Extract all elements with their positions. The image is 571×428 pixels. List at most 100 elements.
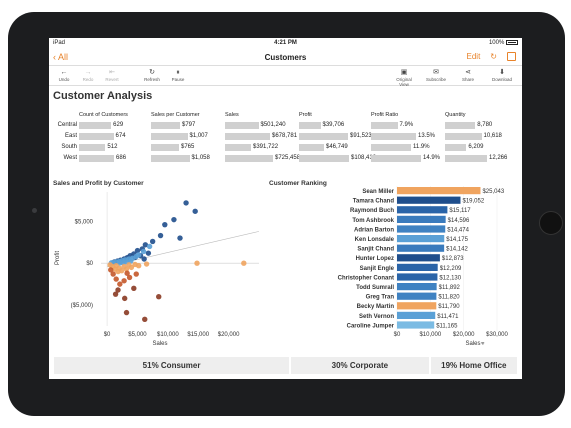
toolbar-label: Original View xyxy=(396,77,412,87)
kpi-cell[interactable]: $391,722 xyxy=(225,144,297,151)
scatter-point[interactable] xyxy=(133,271,139,277)
ranking-bar[interactable] xyxy=(397,206,448,214)
scatter-point[interactable] xyxy=(156,293,162,300)
toolbar-redo-button[interactable]: → Redo xyxy=(75,68,101,82)
toolbar-pause-button[interactable]: ⏸ Pause xyxy=(165,68,191,82)
ranking-bar[interactable] xyxy=(397,244,445,252)
home-button[interactable] xyxy=(539,211,563,235)
kpi-cell[interactable]: 10,618 xyxy=(445,133,517,140)
kpi-cell[interactable]: $39,706 xyxy=(299,122,371,129)
toolbar-original-view-button[interactable]: ▣ Original View xyxy=(391,68,417,87)
ranking-bar[interactable] xyxy=(397,187,481,195)
scatter-point[interactable] xyxy=(121,278,127,284)
kpi-cell[interactable]: 7.9% xyxy=(371,122,443,129)
scatter-point[interactable] xyxy=(108,267,114,273)
scatter-point[interactable] xyxy=(171,216,177,223)
toolbar-revert-button[interactable]: ⇤ Revert xyxy=(99,68,125,82)
back-button[interactable]: ‹ All xyxy=(53,52,68,62)
ranking-bar[interactable] xyxy=(397,263,438,271)
toolbar-download-button[interactable]: ⬇ Download xyxy=(489,68,515,82)
kpi-cell[interactable]: 6,209 xyxy=(445,144,517,151)
scatter-point[interactable] xyxy=(131,285,137,292)
kpi-cell[interactable]: 512 xyxy=(79,144,151,151)
scatter-point[interactable] xyxy=(123,309,130,316)
ranking-bar[interactable] xyxy=(397,321,435,329)
kpi-cell[interactable]: $725,458 xyxy=(225,155,300,162)
scatter-point[interactable] xyxy=(112,291,119,297)
ranking-bar[interactable] xyxy=(397,302,437,310)
kpi-cell[interactable]: 11.9% xyxy=(371,144,443,151)
scatter-point[interactable] xyxy=(132,261,138,268)
window-icon[interactable] xyxy=(507,52,516,61)
kpi-cell[interactable]: 14.9% xyxy=(371,155,443,162)
scatter-chart[interactable]: $0 $5,000 $10,000 $15,000 $20,000 $5,000 $0 ($5… xyxy=(49,186,265,356)
kpi-cell[interactable]: $1,007 xyxy=(151,133,223,140)
ranking-chart[interactable]: Sean Miller $25,043 Tamara Chand $19,052 Ray… xyxy=(265,186,515,356)
ranking-bar[interactable] xyxy=(397,273,438,281)
kpi-cell[interactable]: $501,240 xyxy=(225,122,297,129)
segment-1[interactable]: 30% Corporate xyxy=(290,356,430,375)
scatter-point[interactable] xyxy=(162,221,168,228)
kpi-cell[interactable]: 674 xyxy=(79,133,151,140)
customer-name: Tom Ashbrook xyxy=(352,218,394,224)
ranking-bar[interactable] xyxy=(397,215,446,223)
kpi-cell[interactable]: $91,523 xyxy=(299,133,372,140)
kpi-cell[interactable]: $108,418 xyxy=(299,155,376,162)
toolbar-refresh-button[interactable]: ↻ Refresh xyxy=(139,68,165,82)
ranking-bar[interactable] xyxy=(397,196,461,204)
scatter-point[interactable] xyxy=(121,263,127,270)
scatter-point[interactable] xyxy=(110,271,116,277)
kpi-bar xyxy=(445,155,487,162)
scatter-point[interactable] xyxy=(141,256,147,262)
refresh-icon[interactable]: ↻ xyxy=(490,52,497,61)
kpi-cell[interactable]: $1,058 xyxy=(151,155,223,162)
scatter-point[interactable] xyxy=(122,295,128,302)
kpi-cell[interactable]: 12,266 xyxy=(445,155,517,162)
scatter-point[interactable] xyxy=(113,276,119,282)
kpi-cell[interactable]: 629 xyxy=(79,122,151,129)
scatter-point[interactable] xyxy=(124,270,130,276)
scatter-point[interactable] xyxy=(157,232,164,239)
kpi-cell[interactable]: $678,781 xyxy=(225,133,297,140)
scatter-point[interactable] xyxy=(145,250,152,256)
toolbar-subscribe-button[interactable]: ✉ Subscribe xyxy=(423,68,449,82)
filter-icon[interactable]: ⫧ xyxy=(481,341,485,347)
scatter-point[interactable] xyxy=(107,262,113,268)
kpi-cell[interactable]: 686 xyxy=(79,155,151,162)
scatter-point[interactable] xyxy=(241,260,247,266)
scatter-point[interactable] xyxy=(115,287,121,293)
scatter-point[interactable] xyxy=(183,200,189,206)
toolbar-undo-button[interactable]: ← Undo xyxy=(51,68,77,82)
toolbar-share-button[interactable]: ⋖ Share xyxy=(455,68,481,82)
ranking-bar[interactable] xyxy=(397,311,436,319)
scatter-point[interactable] xyxy=(142,242,149,248)
scatter-point[interactable] xyxy=(140,248,147,255)
scatter-point[interactable] xyxy=(126,274,133,281)
kpi-value: $797 xyxy=(182,122,196,128)
scatter-point[interactable] xyxy=(194,260,200,266)
scatter-point[interactable] xyxy=(146,243,153,250)
kpi-cell[interactable]: $765 xyxy=(151,144,223,151)
ranking-bar[interactable] xyxy=(397,225,446,233)
scatter-point[interactable] xyxy=(192,208,198,214)
kpi-cell[interactable]: $46,749 xyxy=(299,144,371,151)
segment-0[interactable]: 51% Consumer xyxy=(53,356,291,375)
customer-name: Caroline Jumper xyxy=(347,323,395,329)
ranking-bar[interactable] xyxy=(397,283,437,291)
scatter-point[interactable] xyxy=(126,262,132,268)
segment-2[interactable]: 19% Home Office xyxy=(429,356,518,375)
kpi-cell[interactable]: $797 xyxy=(151,122,223,129)
ranking-bar[interactable] xyxy=(397,235,445,243)
scatter-point[interactable] xyxy=(177,235,183,241)
scatter-point[interactable] xyxy=(113,263,119,269)
kpi-cell[interactable]: 13.5% xyxy=(371,133,443,140)
scatter-point[interactable] xyxy=(149,238,156,245)
ranking-bar[interactable] xyxy=(397,292,437,300)
scatter-point[interactable] xyxy=(117,281,123,287)
edit-button[interactable]: Edit xyxy=(466,52,481,61)
scatter-point[interactable] xyxy=(142,316,148,322)
ranking-bar[interactable] xyxy=(397,254,440,262)
kpi-cell[interactable]: 8,780 xyxy=(445,122,517,129)
scatter-point[interactable] xyxy=(134,247,141,254)
scatter-point[interactable] xyxy=(143,261,150,267)
